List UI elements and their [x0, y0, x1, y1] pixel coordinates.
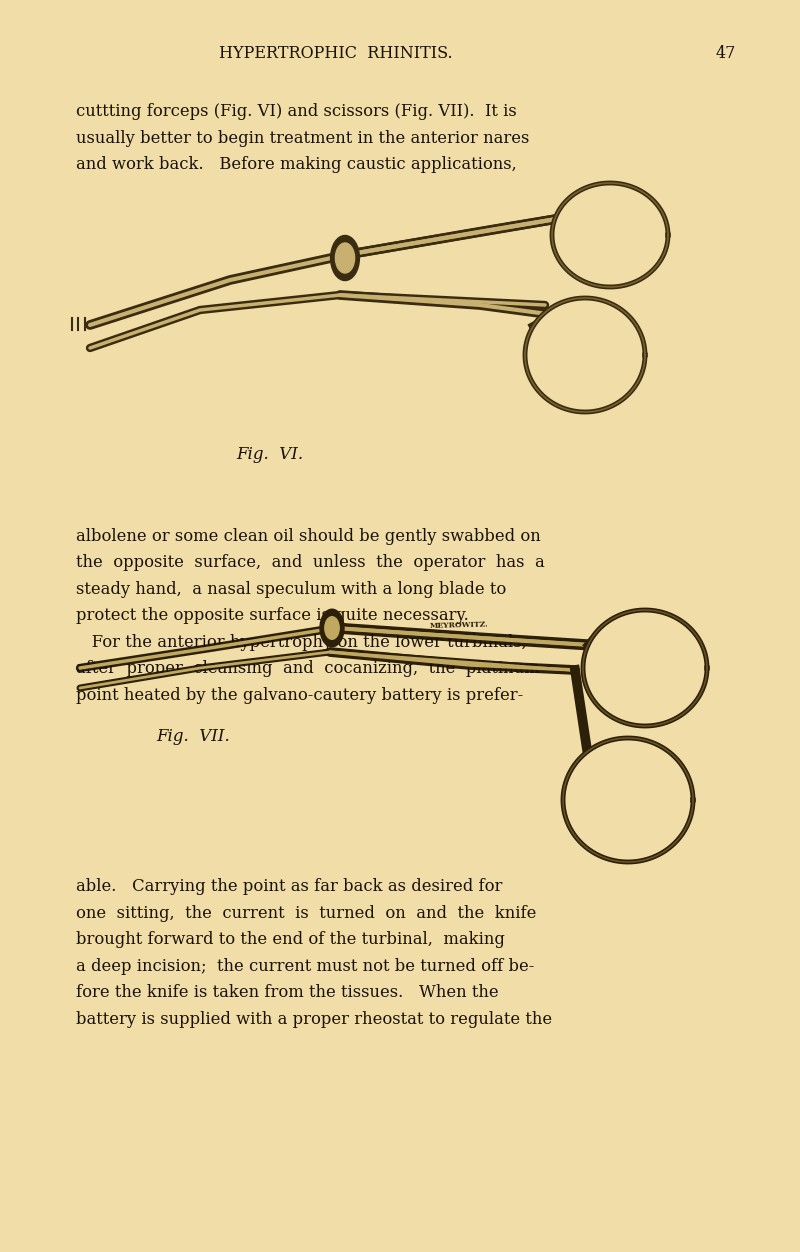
Text: point heated by the galvano-cautery battery is prefer-: point heated by the galvano-cautery batt…: [76, 687, 523, 704]
Text: brought forward to the end of the turbinal,  making: brought forward to the end of the turbin…: [76, 931, 505, 948]
Circle shape: [330, 235, 359, 280]
Polygon shape: [525, 298, 645, 412]
Text: and work back.   Before making caustic applications,: and work back. Before making caustic app…: [76, 156, 517, 173]
Text: Fig.  VI.: Fig. VI.: [236, 447, 303, 463]
Text: able.   Carrying the point as far back as desired for: able. Carrying the point as far back as …: [76, 879, 502, 895]
Text: fore the knife is taken from the tissues.   When the: fore the knife is taken from the tissues…: [76, 984, 498, 1002]
Text: after  proper  cleansing  and  cocanizing,  the  platinum: after proper cleansing and cocanizing, t…: [76, 661, 540, 677]
Text: one  sitting,  the  current  is  turned  on  and  the  knife: one sitting, the current is turned on an…: [76, 905, 536, 921]
Circle shape: [335, 243, 354, 273]
Text: For the anterior hypertrophy on the lower turbinals,: For the anterior hypertrophy on the lowe…: [76, 634, 526, 651]
Text: albolene or some clean oil should be gently swabbed on: albolene or some clean oil should be gen…: [76, 528, 541, 545]
Text: 47: 47: [716, 45, 736, 63]
Text: a deep incision;  the current must not be turned off be-: a deep incision; the current must not be…: [76, 958, 534, 975]
Text: usually better to begin treatment in the anterior nares: usually better to begin treatment in the…: [76, 130, 530, 146]
Polygon shape: [563, 737, 693, 861]
Circle shape: [320, 610, 344, 647]
Text: steady hand,  a nasal speculum with a long blade to: steady hand, a nasal speculum with a lon…: [76, 581, 506, 597]
Circle shape: [325, 617, 339, 640]
Text: protect the opposite surface is quite necessary.: protect the opposite surface is quite ne…: [76, 607, 469, 625]
Text: battery is supplied with a proper rheostat to regulate the: battery is supplied with a proper rheost…: [76, 1012, 552, 1028]
Polygon shape: [583, 610, 707, 726]
Text: cuttting forceps (Fig. VI) and scissors (Fig. VII).  It is: cuttting forceps (Fig. VI) and scissors …: [76, 104, 517, 120]
Text: Fig.  VII.: Fig. VII.: [156, 729, 230, 745]
Text: HYPERTROPHIC  RHINITIS.: HYPERTROPHIC RHINITIS.: [219, 45, 453, 63]
Polygon shape: [552, 183, 668, 287]
Text: MEYROWITZ.: MEYROWITZ.: [430, 621, 489, 630]
Text: the  opposite  surface,  and  unless  the  operator  has  a: the opposite surface, and unless the ope…: [76, 555, 545, 571]
